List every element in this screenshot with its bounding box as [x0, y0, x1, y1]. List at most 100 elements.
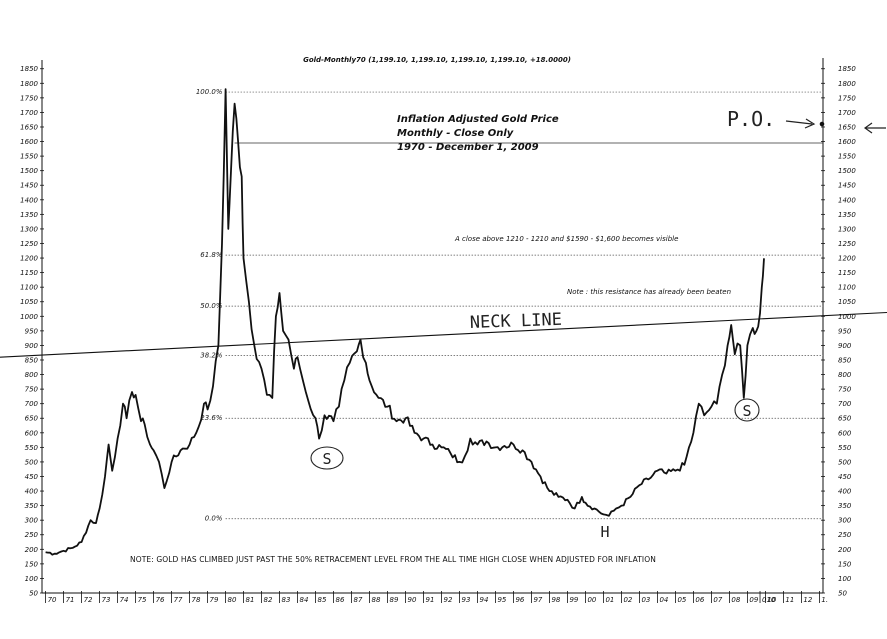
x-tick-label: 71	[66, 596, 75, 604]
right-y-tick-label: 1000	[838, 313, 856, 321]
x-tick-label: 82	[264, 596, 273, 604]
left-y-tick-label: 850	[25, 356, 39, 364]
left-y-tick-label: 550	[25, 444, 39, 452]
right-y-tick-label: 300	[838, 517, 852, 525]
fib-level-label: 61.8%	[200, 251, 223, 259]
right-y-tick-label: 1050	[838, 298, 856, 306]
x-tick-label: 73	[102, 596, 111, 604]
x-tick-label: 02	[623, 596, 632, 604]
right-y-tick-label: 1600	[838, 138, 856, 146]
x-tick-label: 70	[48, 596, 57, 604]
left-y-tick-label: 1500	[20, 167, 38, 175]
chart-title: Inflation Adjusted Gold Price Monthly - …	[397, 114, 559, 153]
right-y-tick-label: 1150	[838, 269, 856, 277]
x-tick-label: 89	[390, 596, 399, 604]
fib-level-label: 50.0%	[200, 302, 223, 310]
x-tick-label: 010	[762, 596, 776, 604]
left-y-tick-label: 1100	[20, 284, 38, 292]
right-y-tick-label: 50	[838, 590, 847, 598]
x-tick-label: 05	[677, 596, 686, 604]
x-tick-label: 11	[785, 596, 794, 604]
right-y-tick-label: 550	[838, 444, 852, 452]
right-y-tick-label: 1350	[838, 211, 856, 219]
po-arrow-line	[785, 120, 813, 125]
x-tick-label: 75	[138, 596, 147, 604]
right-y-tick-label: 250	[838, 531, 852, 539]
left-y-tick-label: 1700	[20, 109, 38, 117]
x-tick-label: 90	[408, 596, 417, 604]
x-tick-label: 99	[569, 596, 578, 604]
x-tick-label: 93	[461, 596, 470, 604]
x-tick-label: 76	[156, 596, 165, 604]
po-arrowhead	[804, 118, 816, 129]
x-tick-label: 91	[426, 596, 435, 604]
right-y-tick-label: 1500	[838, 167, 856, 175]
right-y-tick-label: 600	[838, 429, 852, 437]
neckline-label: NECK LINE	[469, 310, 562, 333]
x-tick-label: 10	[767, 596, 776, 604]
left-y-tick-label: 1000	[20, 313, 38, 321]
title-line-2: Monthly - Close Only	[397, 128, 514, 139]
neckline	[0, 311, 887, 358]
footnote: NOTE: GOLD HAS CLIMBED JUST PAST THE 50%…	[130, 555, 656, 564]
x-tick-label: 86	[336, 596, 345, 604]
x-tick-label: 12	[803, 596, 812, 604]
right-y-tick-label: 1400	[838, 196, 856, 204]
plot-frame	[41, 58, 824, 594]
right-y-tick-label: 700	[838, 400, 852, 408]
left-y-tick-label: 1600	[20, 138, 38, 146]
left-y-tick-label: 50	[29, 590, 38, 598]
x-tick-label: 96	[515, 596, 524, 604]
left-y-tick-label: 1300	[20, 225, 38, 233]
right-y-tick-label: 1850	[838, 65, 856, 73]
right-y-tick-label: 1550	[838, 153, 856, 161]
right-arrowhead	[863, 122, 873, 134]
left-y-tick-label: 750	[25, 386, 39, 394]
left-y-tick-label: 1800	[20, 80, 38, 88]
x-tick-label: 85	[318, 596, 327, 604]
right-y-tick-label: 750	[838, 386, 852, 394]
x-tick-label: 09	[749, 596, 758, 604]
left-y-tick-label: 1150	[20, 269, 38, 277]
price-objective-marker: P.O.	[727, 107, 886, 134]
x-tick-label: 72	[84, 596, 93, 604]
x-tick-label: 78	[192, 596, 201, 604]
left-y-tick-label: 350	[25, 502, 39, 510]
right-shoulder-circle	[734, 398, 760, 422]
left-y-tick-label: 650	[25, 415, 39, 423]
right-y-tick-label: 650	[838, 415, 852, 423]
x-tick-label: 04	[659, 596, 668, 604]
x-tick-label: 87	[354, 596, 363, 604]
right-y-axis-labels: 50 100 150 200 250 300 350 400 450 500 550 600 650 70…	[821, 65, 856, 598]
left-y-tick-label: 1450	[20, 182, 38, 190]
x-tick-label: 79	[210, 596, 219, 604]
fib-level-label: 38.2%	[200, 352, 223, 360]
left-y-tick-label: 1850	[20, 65, 38, 73]
right-y-tick-label: 950	[838, 327, 852, 335]
x-tick-label: 08	[731, 596, 740, 604]
left-y-tick-label: 1200	[20, 255, 38, 263]
left-shoulder-label: S	[322, 450, 331, 468]
left-y-tick-label: 400	[25, 488, 39, 496]
left-y-tick-label: 450	[25, 473, 39, 481]
left-y-tick-label: 800	[25, 371, 39, 379]
x-tick-label: 94	[479, 596, 488, 604]
right-y-tick-label: 100	[838, 575, 852, 583]
right-y-tick-label: 500	[838, 458, 852, 466]
po-dot	[819, 121, 825, 127]
price-objective-label: P.O.	[727, 107, 775, 131]
left-y-tick-label: 500	[25, 458, 39, 466]
title-line-1: Inflation Adjusted Gold Price	[397, 114, 559, 125]
left-y-tick-label: 1750	[20, 94, 38, 102]
left-y-tick-label: 1550	[20, 153, 38, 161]
left-y-tick-label: 950	[25, 327, 39, 335]
left-y-tick-label: 900	[25, 342, 39, 350]
x-tick-label: 77	[174, 596, 183, 604]
right-y-tick-label: 1250	[838, 240, 856, 248]
x-axis-ticks: 70 71 72 73 74 75 76 77 78 79 80 81 82 83 84 85 86 87 88 89…	[45, 591, 828, 604]
x-tick-label: 83	[282, 596, 291, 604]
fib-level-label: 100.0%	[196, 88, 223, 96]
right-shoulder-label: S	[742, 402, 751, 420]
left-y-tick-label: 600	[25, 429, 39, 437]
left-shoulder-circle	[310, 446, 344, 470]
